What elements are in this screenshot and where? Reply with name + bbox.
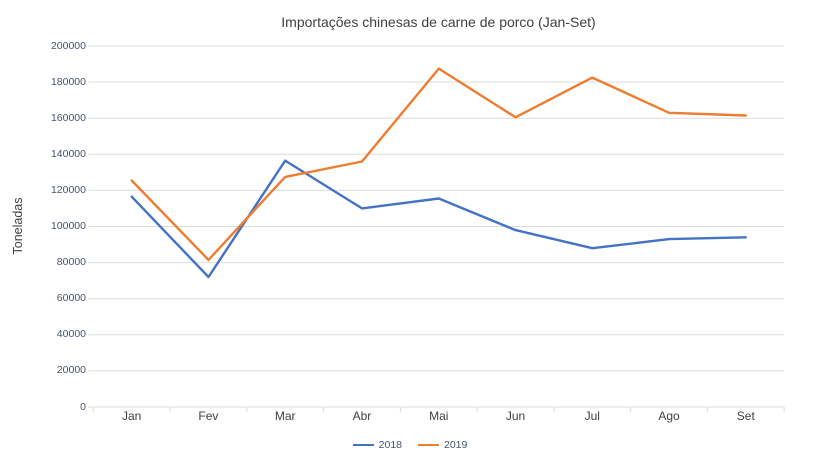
- y-tick-label: 0: [80, 400, 86, 413]
- y-tick-label: 160000: [50, 111, 86, 124]
- x-tick-label: Fev: [198, 409, 219, 423]
- y-tick-label: 100000: [50, 220, 86, 232]
- y-tick-label: 80000: [56, 256, 86, 269]
- y-tick-label: 200000: [50, 39, 86, 52]
- legend-label: 2019: [444, 439, 468, 451]
- y-tick-label: 120000: [50, 183, 86, 196]
- x-tick-label: Jul: [584, 409, 600, 423]
- x-tick-label: Mai: [429, 409, 449, 423]
- legend-line-swatch: [418, 443, 439, 447]
- legend-item-2019: 2019: [418, 439, 467, 451]
- chart-legend: 2018 2019: [0, 438, 820, 452]
- x-tick-label: Ago: [658, 409, 680, 423]
- y-tick-label: 140000: [50, 147, 86, 160]
- x-tick-label: Jun: [505, 409, 526, 423]
- x-tick-label: Abr: [352, 409, 372, 423]
- legend-line-swatch: [352, 443, 374, 447]
- y-tick-label: 180000: [50, 75, 86, 88]
- x-tick-label: Mar: [274, 409, 296, 423]
- series-line-2019: [130, 67, 747, 262]
- y-tick-label: 60000: [56, 292, 86, 305]
- x-tick-label: Set: [736, 409, 755, 423]
- legend-label: 2018: [378, 439, 402, 451]
- y-tick-label: 20000: [56, 364, 86, 377]
- chart-title: Importações chinesas de carne de porco (…: [281, 14, 596, 30]
- x-tick-label: Jan: [121, 409, 142, 423]
- y-tick-label: 40000: [56, 328, 86, 341]
- legend-item-2018: 2018: [352, 439, 402, 451]
- series-line-2018: [130, 159, 747, 279]
